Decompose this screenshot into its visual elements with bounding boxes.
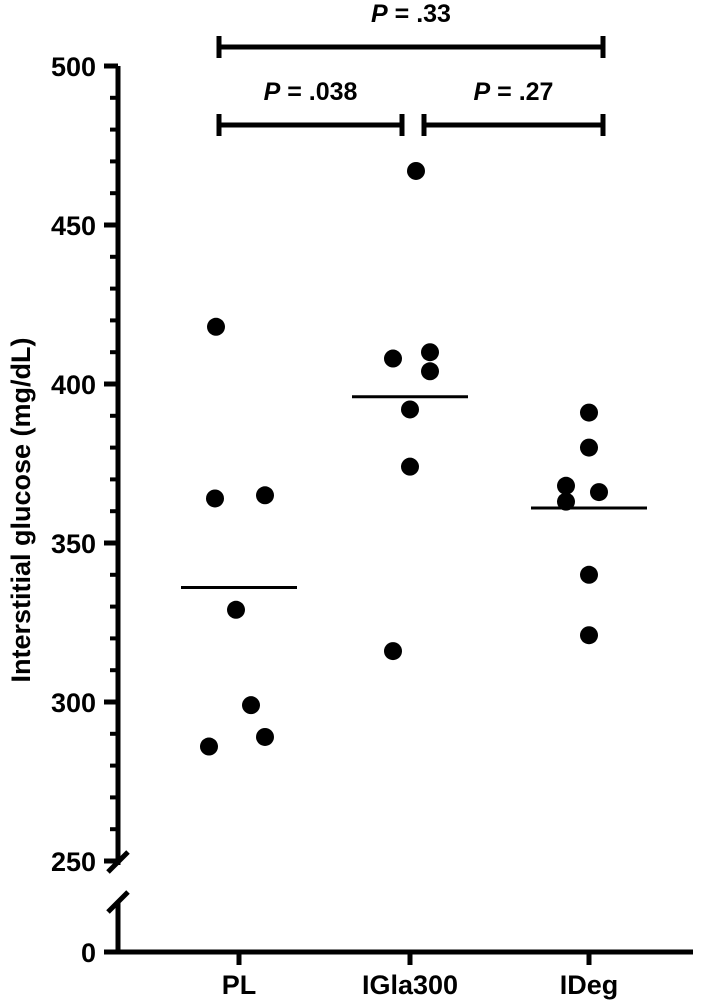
data-point (580, 626, 598, 645)
data-point (206, 489, 224, 508)
data-marks (181, 161, 647, 756)
p-value-label: P = .33 (371, 0, 451, 28)
data-point (384, 642, 402, 661)
data-point (421, 343, 439, 362)
significance-annotations: P = .33 P = .038 P = .27 (216, 0, 606, 136)
data-point (256, 727, 274, 746)
data-point (200, 737, 218, 756)
data-point (401, 457, 419, 476)
data-point (384, 349, 402, 368)
x-tick-label: IGla300 (362, 970, 458, 1000)
data-point (590, 483, 608, 502)
data-point (557, 476, 575, 495)
data-point (407, 161, 425, 180)
y-tick-label: 0 (81, 938, 96, 968)
p-value-label: P = .038 (264, 78, 358, 106)
data-point (421, 362, 439, 381)
data-point (557, 492, 575, 511)
data-point (207, 317, 225, 336)
data-point (242, 696, 260, 715)
y-axis-label: Interstitial glucose (mg/dL) (6, 337, 36, 682)
y-tick-label: 350 (51, 529, 96, 559)
x-tick-label: PL (222, 970, 257, 1000)
y-tick-label: 450 (51, 211, 96, 241)
y-tick-label: 300 (51, 688, 96, 718)
y-tick-label: 400 (51, 370, 96, 400)
axis-break-upper (106, 850, 130, 874)
y-tick-label: 250 (51, 847, 96, 877)
x-tick-label: IDeg (560, 970, 619, 1000)
data-point (580, 438, 598, 457)
axis-break-lower (106, 890, 130, 914)
data-point (580, 565, 598, 584)
data-point (580, 403, 598, 422)
data-point (256, 486, 274, 505)
p-value-label: P = .27 (474, 78, 554, 106)
axes: 250 300 350 400 450 500 0 PL IGla300 IDeg (51, 52, 693, 1000)
y-tick-label: 500 (51, 52, 96, 82)
data-point (401, 400, 419, 419)
data-point (227, 600, 245, 619)
